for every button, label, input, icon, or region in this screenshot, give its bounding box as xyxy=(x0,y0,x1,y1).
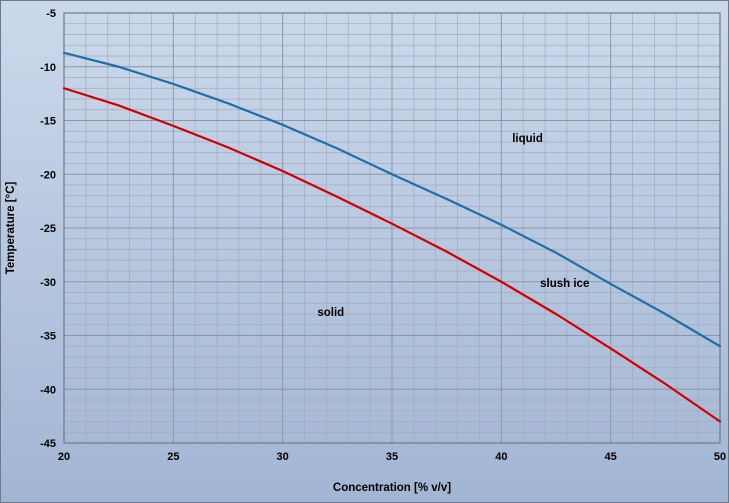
y-tick-label: -5 xyxy=(46,8,56,20)
x-tick-label: 40 xyxy=(495,451,507,463)
annotation-liquid: liquid xyxy=(512,133,543,145)
annotation-solid: solid xyxy=(317,307,344,319)
tick-labels-layer: 20 25 30 35 40 45 50 -5 -10 -15 -20 -25 -30 -35 -40 -45 xyxy=(40,8,726,463)
x-tick-label: 50 xyxy=(714,451,726,463)
y-tick-label: -10 xyxy=(40,62,56,74)
y-tick-label: -25 xyxy=(40,223,56,235)
gridlines-layer xyxy=(63,12,721,444)
y-tick-label: -15 xyxy=(40,116,56,128)
y-tick-label: -45 xyxy=(40,438,56,450)
annotation-slush-ice: slush ice xyxy=(540,278,589,290)
series-line-blue-upper-boundary xyxy=(62,51,722,348)
series-line-red-lower-boundary xyxy=(62,87,722,423)
x-tick-label: 20 xyxy=(58,451,70,463)
x-tick-label: 25 xyxy=(167,451,179,463)
y-tick-label: -30 xyxy=(40,277,56,289)
y-tick-label: -35 xyxy=(40,331,56,343)
y-axis-title: Temperature [°C] xyxy=(5,182,17,275)
y-tick-label: -20 xyxy=(40,169,56,181)
series-layer xyxy=(62,51,722,423)
plot-area-border xyxy=(63,12,721,444)
x-tick-label: 35 xyxy=(386,451,398,463)
y-tick-label: -40 xyxy=(40,384,56,396)
x-tick-label: 45 xyxy=(605,451,617,463)
x-tick-label: 30 xyxy=(277,451,289,463)
x-axis-title: Concentration [% v/v] xyxy=(333,482,451,494)
